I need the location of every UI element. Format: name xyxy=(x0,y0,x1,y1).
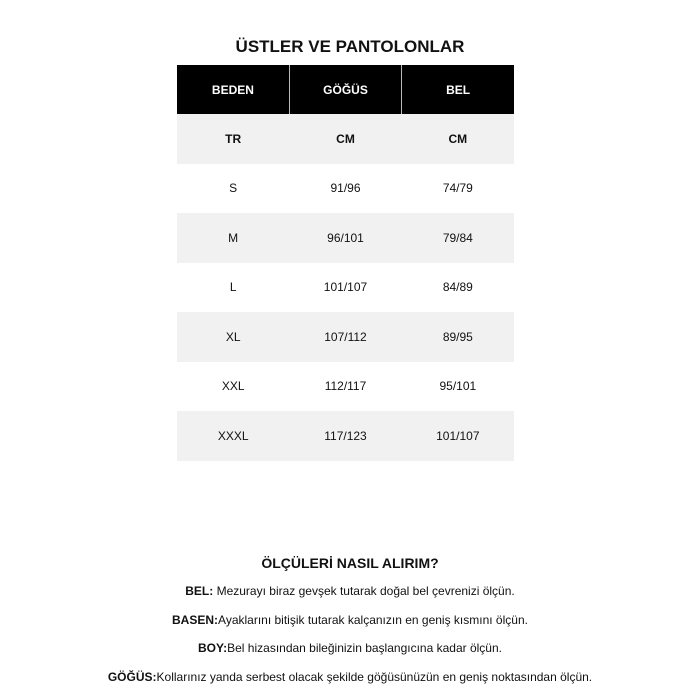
table-row: S 91/96 74/79 xyxy=(177,164,514,214)
table-row: XXL 112/117 95/101 xyxy=(177,362,514,412)
unit-cell: TR xyxy=(177,114,290,164)
header-bel: BEL xyxy=(401,65,514,114)
table-row: XXXL 117/123 101/107 xyxy=(177,411,514,461)
guide-text: Bel hizasından bileğinizin başlangıcına … xyxy=(227,641,502,655)
page-title: ÜSTLER VE PANTOLONLAR xyxy=(235,37,465,56)
table-cell: 84/89 xyxy=(442,280,473,295)
table-cell: 95/101 xyxy=(439,379,477,394)
table-cell: XL xyxy=(177,312,290,362)
table-cell: 96/101 xyxy=(289,213,402,263)
table-cell: 89/95 xyxy=(401,312,514,362)
table-cell: 112/117 xyxy=(324,379,367,394)
guide-text: Kollarınız yanda serbest olacak şekilde … xyxy=(156,670,593,684)
table-header-row: BEDEN GÖĞÜS BEL xyxy=(177,65,514,114)
table-cell: L xyxy=(229,280,237,295)
unit-cell: CM xyxy=(401,114,514,164)
guide-item: BASEN:Ayaklarını bitişik tutarak kalçanı… xyxy=(0,613,700,627)
table-cell: XXL xyxy=(221,379,245,394)
table-cell: 117/123 xyxy=(289,411,402,461)
guide-label: BEL: xyxy=(185,584,214,598)
guide-label: BOY: xyxy=(198,641,228,655)
table-cell: 101/107 xyxy=(323,280,368,295)
guide-label: GÖĞÜS: xyxy=(107,670,157,684)
guide-item: BEL: Mezurayı biraz gevşek tutarak doğal… xyxy=(0,584,700,598)
guide-text: Mezurayı biraz gevşek tutarak doğal bel … xyxy=(213,584,515,598)
guide-label: BASEN: xyxy=(172,613,219,627)
table-cell: S xyxy=(229,181,238,196)
table-cell: 107/112 xyxy=(289,312,402,362)
guide-item: GÖĞÜS:Kollarınız yanda serbest olacak şe… xyxy=(0,670,700,684)
header-beden: BEDEN xyxy=(177,65,290,114)
guide-text: Ayaklarını bitişik tutarak kalçanızın en… xyxy=(218,613,528,627)
table-cell: 79/84 xyxy=(401,213,514,263)
table-cell: 101/107 xyxy=(401,411,514,461)
table-cell: XXXL xyxy=(177,411,290,461)
table-row: M 96/101 79/84 xyxy=(177,213,514,263)
guide-item: BOY:Bel hizasından bileğinizin başlangıc… xyxy=(0,641,700,655)
header-gogus: GÖĞÜS xyxy=(288,65,402,114)
size-table: BEDEN GÖĞÜS BEL TR CM CM S 91/96 74/79 M 96/… xyxy=(177,65,514,461)
table-row: L 101/107 84/89 xyxy=(177,263,514,313)
unit-cell: CM xyxy=(289,114,402,164)
table-cell: 91/96 xyxy=(330,181,361,196)
table-cell: M xyxy=(177,213,290,263)
table-cell: 74/79 xyxy=(442,181,473,196)
guide-heading: ÖLÇÜLERİ NASIL ALIRIM? xyxy=(261,555,439,571)
units-row: TR CM CM xyxy=(177,114,514,164)
table-row: XL 107/112 89/95 xyxy=(177,312,514,362)
